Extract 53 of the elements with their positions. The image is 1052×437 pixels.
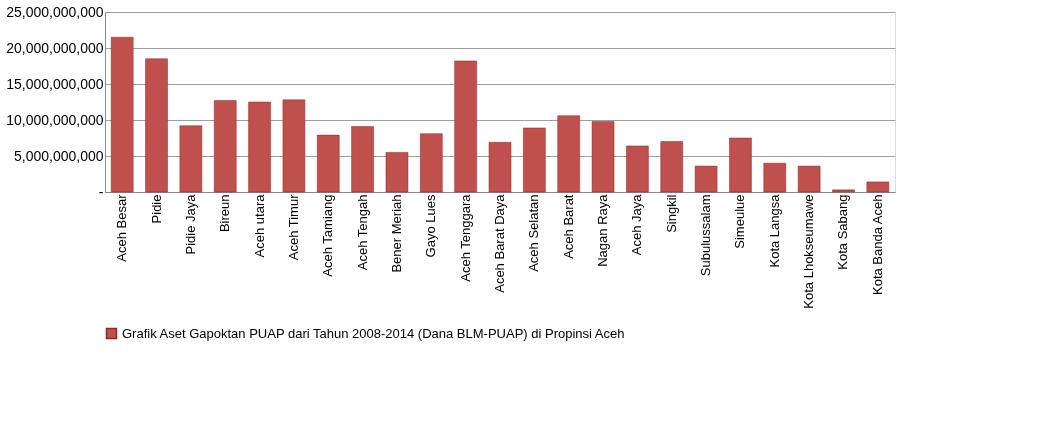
- x-tick-label: Kota Sabang: [835, 194, 851, 270]
- bar: [729, 137, 752, 193]
- x-tick-label: Pidie: [148, 194, 164, 224]
- y-tick-label: 25,000,000,000: [6, 3, 104, 20]
- bar: [797, 165, 821, 193]
- x-tick-label: Singkil: [663, 194, 679, 233]
- bar: [626, 145, 649, 193]
- x-tick-label: Aceh Tamiang: [320, 194, 336, 277]
- x-tick-label: Aceh utara: [251, 193, 267, 258]
- y-tick-label: 10,000,000,000: [6, 111, 104, 128]
- x-tick-label: Aceh Tenggara: [457, 193, 473, 282]
- x-tick-label: Bireun: [217, 194, 233, 233]
- bar: [282, 99, 306, 193]
- x-tick-label: Gayo Lues: [423, 194, 439, 258]
- bar: [523, 127, 546, 193]
- x-tick-label: Aceh Tengah: [354, 194, 370, 271]
- bar: [454, 60, 477, 193]
- y-tick-label: 20,000,000,000: [6, 39, 104, 56]
- bar: [488, 142, 512, 193]
- x-tick-label: Simeulue: [732, 194, 748, 249]
- bar: [351, 126, 374, 193]
- y-tick-label: 5,000,000,000: [13, 147, 104, 164]
- bar: [385, 152, 409, 193]
- bar: [832, 189, 855, 193]
- bar: [248, 101, 271, 193]
- bar: [866, 181, 890, 193]
- bar: [557, 115, 580, 193]
- bar: [213, 100, 237, 193]
- x-tick-label: Aceh Barat: [560, 194, 576, 259]
- bar: [420, 133, 443, 193]
- x-tick-label: Aceh Besar: [114, 193, 130, 262]
- x-tick-label: Aceh Selatan: [526, 194, 542, 272]
- x-tick-label: Kota Banda Aceh: [869, 194, 885, 295]
- bar: [694, 165, 718, 193]
- bar: [110, 36, 134, 193]
- x-tick-label: Nagan Raya: [595, 193, 611, 267]
- y-tick-label: 15,000,000,000: [6, 75, 104, 92]
- x-tick-label: Aceh Barat Daya: [492, 193, 507, 293]
- x-tick-label: Aceh Timur: [285, 193, 301, 261]
- x-tick-label: Bener Meriah: [388, 194, 404, 273]
- bar: [317, 134, 340, 193]
- bar: [660, 141, 683, 193]
- legend-label: Grafik Aset Gapoktan PUAP dari Tahun 2008-2014 (Dana BLM-PUAP) di Propinsi Aceh: [122, 325, 625, 341]
- bar: [591, 121, 615, 193]
- bar: [763, 162, 787, 193]
- x-tick-label: Aceh Jaya: [629, 193, 645, 256]
- x-tick-label: Subulussalam: [698, 194, 714, 277]
- x-tick-label: Pidie Jaya: [182, 193, 198, 255]
- bar: [179, 125, 203, 193]
- x-tick-label: Kota Langsa: [766, 193, 782, 268]
- bar: [145, 58, 168, 193]
- y-tick-label: -: [98, 183, 104, 200]
- x-tick-label: Kota Lhokseumawe: [801, 194, 817, 309]
